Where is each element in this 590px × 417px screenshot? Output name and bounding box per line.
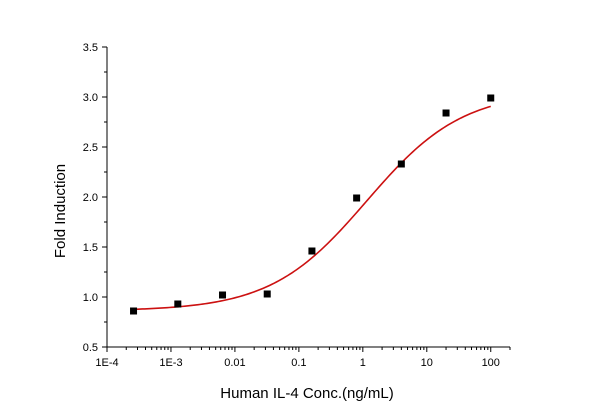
x-tick-label: 0.01 [224, 357, 245, 369]
data-point [219, 291, 227, 299]
x-tick-label: 1 [360, 357, 366, 369]
ticks-layer: 0.5 1.0 1.5 2.0 2.5 3.0 3.5 1E-4 1E-3 0.01 0.1 1 10 1… [83, 42, 511, 369]
data-point [442, 109, 450, 117]
fit-curve [133, 105, 491, 311]
y-tick-label: 3.5 [83, 42, 98, 54]
y-axis-title: Fold Induction [52, 164, 69, 258]
data-point [487, 94, 495, 102]
x-tick-label: 0.1 [291, 357, 306, 369]
data-points-layer [130, 94, 495, 315]
y-tick-label: 2.0 [83, 192, 98, 204]
y-tick-label: 1.0 [83, 292, 98, 304]
data-point [263, 290, 271, 298]
y-tick-label: 2.5 [83, 142, 98, 154]
y-tick-label: 1.5 [83, 242, 98, 254]
x-tick-label: 10 [421, 357, 433, 369]
data-point [353, 194, 361, 202]
x-tick-label: 100 [482, 357, 500, 369]
axes-layer [106, 47, 510, 348]
data-point [397, 160, 405, 168]
x-axis-title: Human IL-4 Conc.(ng/mL) [220, 385, 393, 402]
data-point [130, 307, 138, 315]
y-tick-label: 3.0 [83, 92, 98, 104]
x-tick-label: 1E-4 [95, 357, 118, 369]
data-point [174, 300, 182, 308]
data-point [308, 247, 316, 255]
fit-curve-layer [133, 105, 491, 311]
y-tick-label: 0.5 [83, 342, 98, 354]
x-tick-label: 1E-3 [159, 357, 182, 369]
